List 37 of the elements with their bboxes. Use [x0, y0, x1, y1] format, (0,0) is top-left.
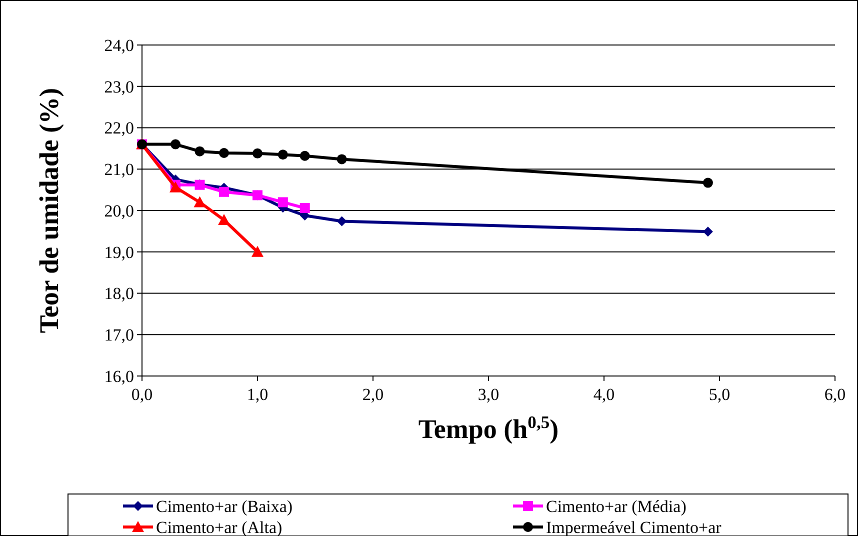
legend-label: Cimento+ar (Baixa) [156, 496, 293, 516]
x-tick-label: 2,0 [362, 385, 384, 404]
point [169, 181, 182, 192]
y-tick-label: 20,0 [104, 201, 134, 220]
point [278, 150, 288, 160]
point [170, 139, 180, 150]
point [336, 216, 347, 226]
point [194, 146, 205, 156]
x-tick-label: 4,0 [593, 385, 615, 404]
point [278, 197, 288, 208]
point [300, 150, 310, 161]
point [219, 186, 230, 197]
y-tick-label: 17,0 [104, 326, 134, 345]
legend-label: Cimento+ar (Média) [546, 496, 686, 516]
x-tick-label: 1,0 [246, 385, 268, 404]
x-tick-label: 5,0 [708, 385, 730, 404]
point [252, 246, 264, 257]
point [218, 214, 230, 226]
x-axis-title: Tempo (h$^{0,5}$) [418, 412, 559, 444]
point [702, 178, 713, 188]
y-tick-label: 22,0 [104, 118, 134, 138]
point [336, 154, 347, 164]
y-tick-label: 18,0 [104, 284, 134, 304]
y-tick-label: 24,0 [104, 36, 134, 55]
y-tick-label: 21,0 [104, 160, 134, 180]
y-axis-title: Teor de umidade (%) [34, 88, 64, 334]
point [702, 226, 713, 237]
x-tick-label: 0,0 [131, 385, 153, 404]
x-tick-label: 3,0 [478, 385, 500, 404]
y-tick-label: 16,0 [104, 366, 134, 386]
x-tick-label: 6,0 [824, 385, 846, 404]
y-tick-label: 23,0 [104, 77, 134, 96]
point [300, 203, 310, 214]
point [219, 148, 230, 158]
point [252, 148, 262, 158]
y-tick-label: 19,0 [104, 242, 134, 262]
point [194, 196, 206, 208]
